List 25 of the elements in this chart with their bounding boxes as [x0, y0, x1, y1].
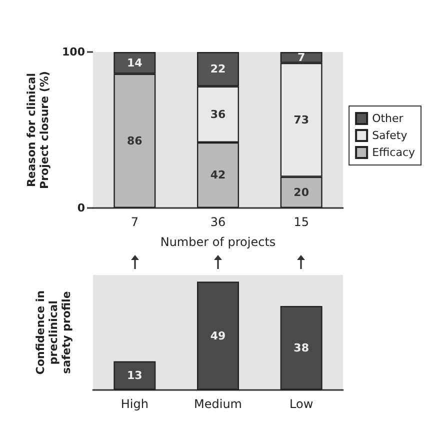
data-label: 36	[210, 108, 226, 121]
data-label: 7	[298, 50, 306, 64]
data-label: 20	[294, 186, 310, 199]
y-tick-label: 100	[62, 46, 86, 58]
legend-label: Safety	[372, 129, 408, 142]
y-tick-label: 0	[77, 202, 86, 214]
data-label: 38	[294, 341, 309, 354]
x-tick-label: 36	[210, 215, 226, 229]
data-label: 49	[210, 329, 226, 342]
data-label: 42	[210, 168, 226, 182]
x-tick-label: 7	[130, 215, 138, 229]
data-label: 13	[127, 369, 142, 382]
x-tick-label: High	[120, 397, 148, 411]
x-tick-label: 15	[294, 215, 309, 229]
data-label: 14	[127, 56, 143, 70]
data-label: 22	[210, 62, 226, 76]
legend-label: Other	[372, 112, 404, 125]
x-tick-label: Medium	[194, 397, 242, 411]
x-axis-title: Number of projects	[160, 235, 276, 249]
data-label: 86	[127, 134, 143, 148]
data-label: 73	[294, 113, 309, 126]
legend-label: Efficacy	[372, 146, 416, 159]
y-axis-title: Confidence in preclinical safety profile	[34, 290, 73, 375]
y-axis-title: Reason for clinical Project closure (%)	[25, 71, 52, 189]
x-tick-label: Low	[290, 397, 314, 411]
